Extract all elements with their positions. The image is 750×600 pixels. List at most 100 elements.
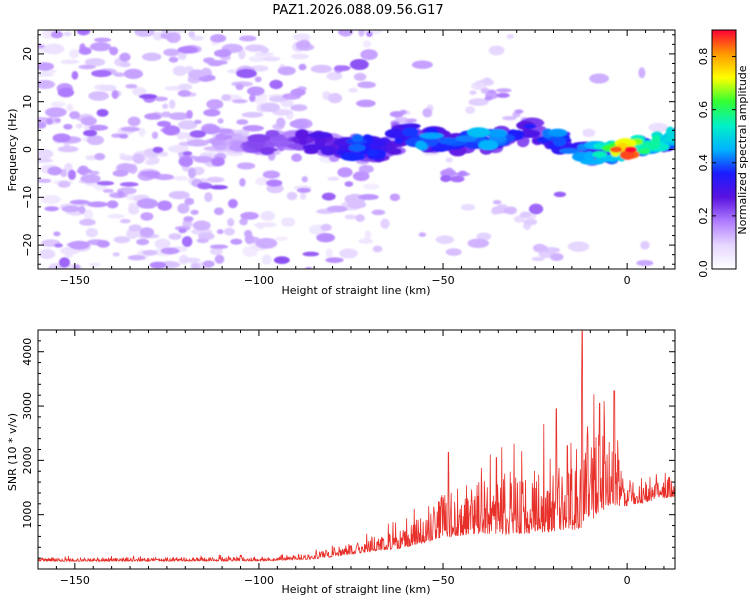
spectrogram-xlabel: Height of straight line (km) bbox=[281, 284, 430, 297]
spectrogram-cell bbox=[154, 238, 171, 249]
spectrogram-cell bbox=[467, 238, 490, 248]
spectrogram-cell bbox=[140, 212, 154, 221]
spectrogram-cell bbox=[249, 94, 256, 102]
spectrogram-cell bbox=[69, 111, 81, 120]
spectrogram-cell bbox=[119, 61, 131, 68]
spectrogram-cell bbox=[281, 217, 296, 227]
spectrogram-cell bbox=[132, 87, 147, 97]
spectrogram-cell bbox=[75, 123, 83, 129]
spectrogram-cell bbox=[339, 248, 358, 259]
spectrogram-cell bbox=[187, 167, 197, 179]
spectrogram-cell bbox=[178, 228, 187, 234]
spectrogram-cell bbox=[88, 262, 101, 267]
spectrogram-cell bbox=[480, 87, 490, 94]
spectrogram-cell bbox=[302, 144, 325, 151]
spectrogram-cell bbox=[262, 170, 281, 179]
spectrogram-cell bbox=[177, 203, 190, 214]
spectrogram-cell bbox=[45, 107, 67, 118]
spectrogram-cell bbox=[358, 164, 374, 174]
spectrogram-cell bbox=[559, 148, 580, 154]
spectrogram-cell bbox=[188, 31, 196, 38]
spectrogram-cell bbox=[214, 254, 225, 264]
spectrogram-cell bbox=[292, 33, 311, 42]
spectrogram-cell bbox=[640, 240, 650, 250]
spectrogram-cell bbox=[298, 63, 307, 71]
spectrogram-cell bbox=[157, 200, 172, 211]
spectrogram-cell bbox=[304, 266, 313, 269]
spectrogram-cell bbox=[58, 257, 71, 268]
snr-ylabel: SNR (10 * v/v) bbox=[6, 413, 19, 491]
spectrogram-cell bbox=[389, 193, 401, 202]
spectrogram-cell bbox=[246, 86, 265, 96]
spectrogram-cell bbox=[63, 123, 73, 130]
spectrogram-cell bbox=[38, 122, 47, 129]
spectrogram-cell bbox=[91, 69, 112, 78]
spectrogram-cell bbox=[496, 92, 510, 98]
spectrogram-cell bbox=[295, 40, 311, 49]
spectrogram-cell bbox=[620, 150, 635, 160]
spectrogram-cell bbox=[119, 218, 131, 224]
colorbar-scale bbox=[711, 29, 737, 270]
spectrogram-cell bbox=[72, 264, 81, 269]
spectrogram-cell bbox=[57, 87, 75, 98]
spectrogram-cell bbox=[40, 195, 61, 204]
spectrogram-cell bbox=[203, 108, 221, 117]
spectrogram-cell bbox=[223, 227, 235, 236]
spectrogram-cell bbox=[418, 232, 427, 237]
spectrogram-cell bbox=[362, 40, 372, 48]
spectrogram-cell bbox=[109, 46, 119, 56]
spectrogram-cell bbox=[259, 102, 281, 113]
spectrogram-cell bbox=[274, 236, 288, 242]
spectrogram-cell bbox=[140, 170, 161, 177]
spectrogram-cell bbox=[113, 72, 126, 77]
spectrogram-cell bbox=[273, 256, 290, 265]
spectrogram-cell bbox=[184, 197, 195, 206]
spectrogram-cell bbox=[495, 88, 512, 93]
spectrogram-cell bbox=[422, 108, 433, 118]
spectrogram-cell bbox=[94, 153, 106, 161]
spectrogram-cell bbox=[106, 200, 119, 209]
spectrogram-cell bbox=[142, 52, 162, 62]
spectrogram-cell bbox=[38, 72, 54, 77]
spectrogram-cell bbox=[78, 205, 86, 215]
spectrogram-cell bbox=[502, 116, 517, 121]
spectrogram-cell bbox=[111, 90, 119, 99]
spectrogram-cell bbox=[99, 84, 117, 92]
spectrogram-cell bbox=[384, 128, 405, 139]
spectrogram-cell bbox=[340, 152, 366, 162]
spectrogram-cell bbox=[50, 101, 66, 108]
spectrogram-cell bbox=[149, 261, 167, 269]
spectrogram-cell bbox=[440, 174, 452, 183]
spectrogram-cell bbox=[183, 216, 194, 222]
spectrogram-cell bbox=[260, 146, 275, 156]
colorbar-label: Normalized spectral amplitude bbox=[736, 65, 749, 234]
spectrogram-cell bbox=[190, 209, 199, 215]
spectrogram-cell bbox=[344, 214, 357, 220]
spectrogram-cell bbox=[53, 231, 61, 237]
spectrogram-cell bbox=[254, 222, 266, 228]
spectrogram-cell bbox=[153, 96, 168, 102]
spectrogram-cell bbox=[469, 90, 477, 95]
spectrogram-cell bbox=[169, 99, 176, 109]
spectrogram-cell bbox=[175, 132, 191, 139]
spectrogram-cell bbox=[325, 248, 333, 258]
spectrogram-cell bbox=[239, 178, 246, 187]
spectrogram-cell bbox=[533, 243, 546, 253]
spectrogram-cell bbox=[665, 126, 675, 136]
spectrogram-cell bbox=[482, 77, 492, 86]
spectrogram-cell bbox=[118, 133, 129, 139]
spectrogram-cell bbox=[445, 157, 453, 163]
spectrogram-cell bbox=[127, 116, 141, 127]
spectrogram-cell bbox=[123, 68, 143, 79]
spectrogram-cell bbox=[128, 224, 142, 232]
spectrogram-cell bbox=[582, 128, 596, 138]
spectrogram-cell bbox=[197, 182, 213, 190]
spectrogram-cell bbox=[128, 204, 140, 215]
spectrogram-cell bbox=[209, 244, 229, 249]
snr-xlabel: Height of straight line (km) bbox=[281, 583, 430, 596]
snr-y-tick-label: 2000 bbox=[21, 446, 34, 474]
spectrogram-cell bbox=[450, 175, 465, 183]
spectrogram-cell bbox=[638, 67, 646, 79]
spectrogram-cell bbox=[213, 207, 224, 216]
